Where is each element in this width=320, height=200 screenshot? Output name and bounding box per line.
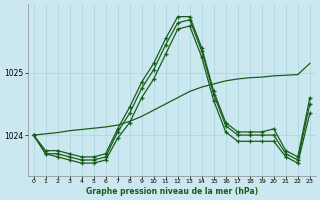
X-axis label: Graphe pression niveau de la mer (hPa): Graphe pression niveau de la mer (hPa) (86, 187, 258, 196)
